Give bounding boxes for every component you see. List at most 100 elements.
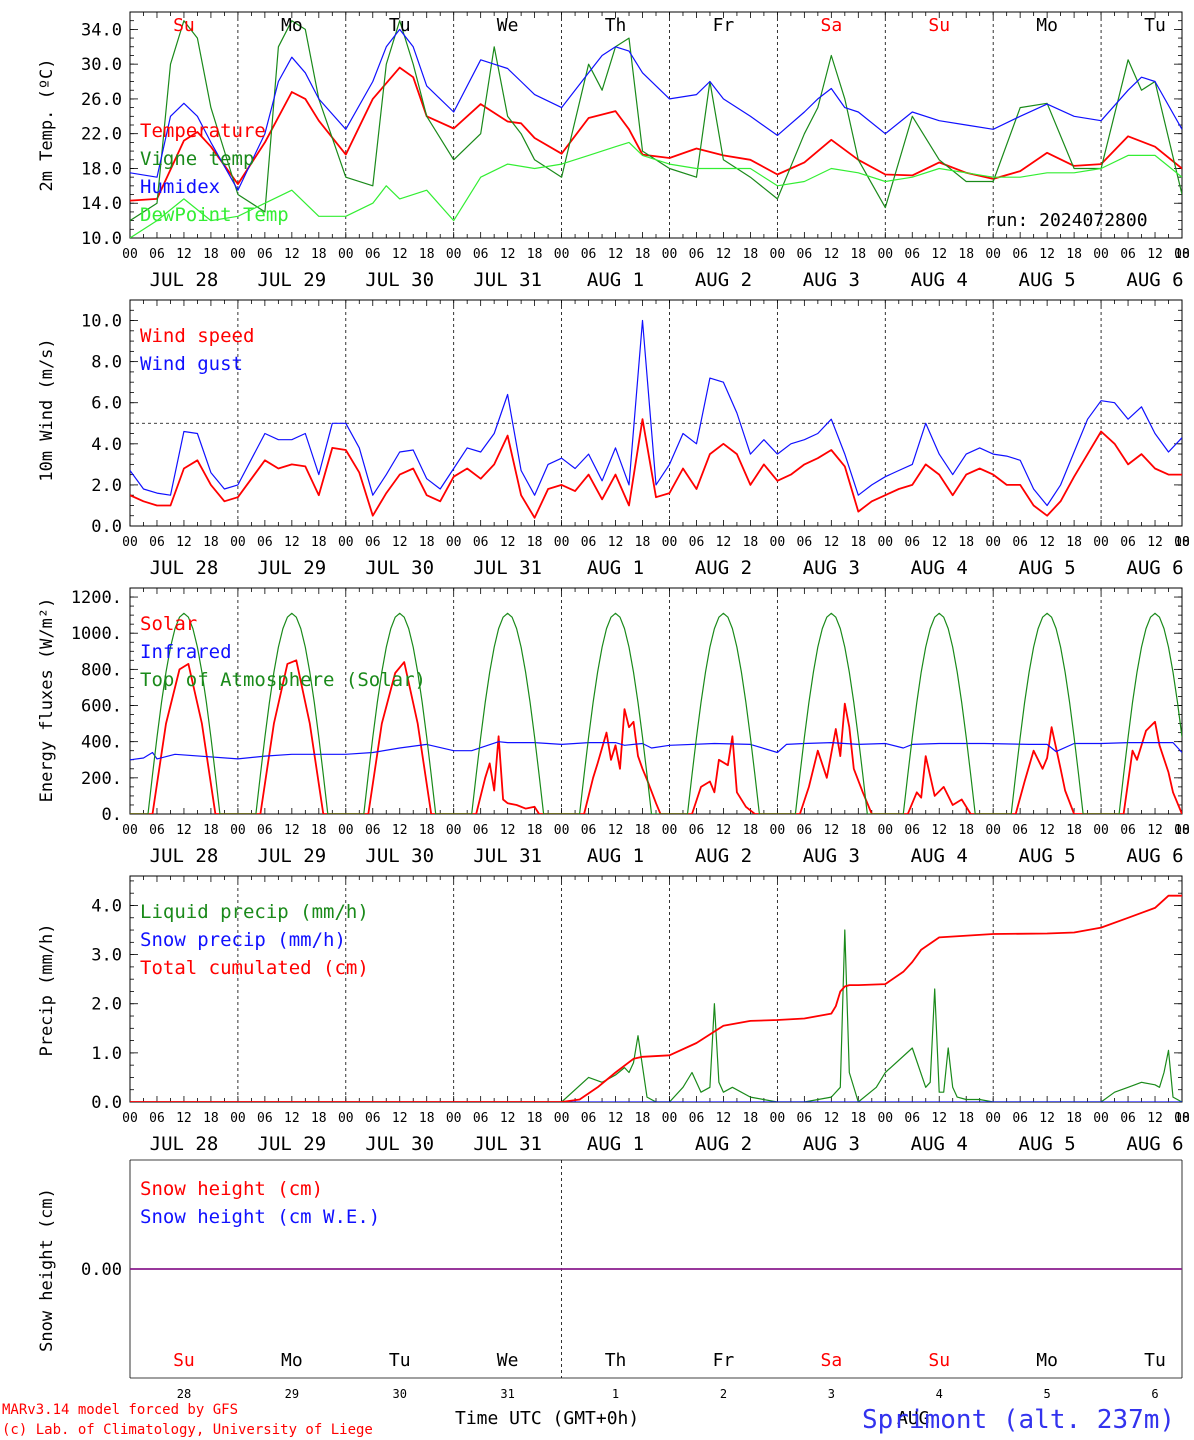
hour-tick-label: 12 [176, 247, 192, 262]
date-label: AUG 1 [587, 269, 644, 291]
hour-tick-label: 18 [743, 535, 759, 550]
hour-tick-label: 12 [716, 535, 732, 550]
date-label: AUG 1 [587, 1133, 644, 1155]
hour-tick-label: 12 [824, 535, 840, 550]
hour-tick-label: 18 [203, 247, 219, 262]
hour-tick-label: 06 [149, 1111, 165, 1126]
hour-tick-label: 00 [1093, 823, 1109, 838]
x-axis-label: Time UTC (GMT+0h) [455, 1408, 639, 1429]
date-label: AUG 3 [803, 557, 860, 579]
hour-tick-label: 06 [1120, 1111, 1136, 1126]
hour-tick-label: 18 [1066, 1111, 1082, 1126]
month-label: AUG [897, 1408, 930, 1429]
date-label: JUL 30 [365, 269, 434, 291]
hour-tick-label: 00 [122, 1111, 138, 1126]
weekday-label: Sa [820, 15, 842, 36]
hour-tick-label: 18 [958, 247, 974, 262]
credit-lab: (c) Lab. of Climatology, University of L… [2, 1422, 373, 1438]
hour-tick-label: 06 [257, 247, 273, 262]
hour-tick-label: 12 [500, 535, 516, 550]
hour-tick-label: 12 [716, 823, 732, 838]
y-tick-label: 0. [102, 805, 122, 825]
date-label: AUG 3 [803, 1133, 860, 1155]
hour-tick-label: 12 [716, 247, 732, 262]
date-label: AUG 6 [1126, 1133, 1183, 1155]
y-tick-label: 1200. [71, 588, 122, 608]
hour-tick-label: 12 [931, 535, 947, 550]
hour-tick-label: 12 [284, 535, 300, 550]
hour-tick-label: 18 [311, 247, 327, 262]
hour-tick-label: 18 [850, 247, 866, 262]
date-label: JUL 28 [150, 1133, 219, 1155]
hour-tick-label: 06 [365, 535, 381, 550]
hour-tick-label: 12 [284, 1111, 300, 1126]
weekday-label-bottom: Mo [1036, 1350, 1058, 1371]
date-label: AUG 6 [1126, 845, 1183, 867]
hour-tick-label: 12 [1147, 247, 1163, 262]
hour-tick-label: 18 [311, 823, 327, 838]
hour-tick-label: 00 [554, 247, 570, 262]
weekday-label: We [497, 15, 519, 36]
hour-tick-label: 00 [1093, 247, 1109, 262]
date-label: JUL 29 [258, 269, 327, 291]
panel-3: 0. 200. 400. 600. 800. 1000. 1200. Energy fluxe… [37, 587, 1190, 867]
hour-tick-label: 12 [608, 1111, 624, 1126]
weekday-label: Tu [389, 15, 411, 36]
hour-tick-label: 00 [662, 535, 678, 550]
hour-tick-label: 00 [662, 823, 678, 838]
weekday-label-bottom: Sa [820, 1350, 842, 1371]
hour-tick-label: 06 [257, 535, 273, 550]
hour-tick-label: 00 [770, 1111, 786, 1126]
legend-entry: Vigne temp [140, 148, 254, 170]
hour-tick-label: 18 [743, 823, 759, 838]
hour-tick-label: 12 [1147, 535, 1163, 550]
hour-tick-label: 18 [743, 1111, 759, 1126]
hour-tick-label: 00 [446, 535, 462, 550]
hour-tick-label: 00 [446, 1111, 462, 1126]
date-label: AUG 2 [695, 557, 752, 579]
date-label: JUL 28 [150, 845, 219, 867]
hour-tick-label: 06 [473, 1111, 489, 1126]
y-tick-label: 6.0 [91, 394, 122, 414]
hour-tick-label: 06 [689, 247, 705, 262]
hour-tick-label: 18 [527, 535, 543, 550]
date-label: AUG 3 [803, 845, 860, 867]
hour-tick-label: 06 [473, 247, 489, 262]
legend-entry: Wind speed [140, 325, 254, 347]
hour-tick-label: 06 [365, 1111, 381, 1126]
hour-tick-label: 18 [203, 1111, 219, 1126]
hour-tick-label: 18 [311, 535, 327, 550]
y-tick-label: 18.0 [81, 159, 122, 179]
date-label: JUL 28 [150, 269, 219, 291]
hour-tick-label: 06 [149, 535, 165, 550]
series-solar [130, 659, 1182, 814]
hour-tick-label: 06 [797, 247, 813, 262]
panel-1: 10.0 14.0 18.0 22.0 26.0 30.0 34.0 2m Temp. (ºC… [37, 11, 1190, 291]
hour-tick-label: 00 [877, 823, 893, 838]
hour-tick-label: 00 [985, 1111, 1001, 1126]
series-wind-speed [130, 418, 1182, 519]
hour-tick-label: 18 [419, 535, 435, 550]
hour-tick-label: 06 [365, 247, 381, 262]
hour-tick-label: 18 [1066, 823, 1082, 838]
legend-entry: Liquid precip (mm/h) [140, 901, 369, 923]
weekday-label-bottom: Fr [713, 1350, 735, 1371]
date-label: AUG 5 [1019, 269, 1076, 291]
legend-entry: Infrared [140, 641, 232, 663]
hour-tick-label: 12 [1147, 823, 1163, 838]
hour-tick-label: 06 [904, 535, 920, 550]
y-tick-label: 14.0 [81, 194, 122, 214]
date-label: JUL 30 [365, 845, 434, 867]
date-label: AUG 5 [1019, 1133, 1076, 1155]
hour-tick-label: 06 [689, 823, 705, 838]
hour-tick-label: 18 [1174, 1111, 1190, 1126]
hour-tick-label: 06 [473, 823, 489, 838]
series-total-cumulated-cm [130, 894, 1182, 1102]
date-label: AUG 4 [911, 1133, 968, 1155]
hour-tick-label: 00 [1174, 247, 1190, 262]
hour-tick-label: 00 [662, 247, 678, 262]
hour-tick-label: 00 [230, 535, 246, 550]
hour-tick-label: 00 [554, 823, 570, 838]
date-label: JUL 31 [473, 1133, 542, 1155]
hour-tick-label: 00 [662, 1111, 678, 1126]
